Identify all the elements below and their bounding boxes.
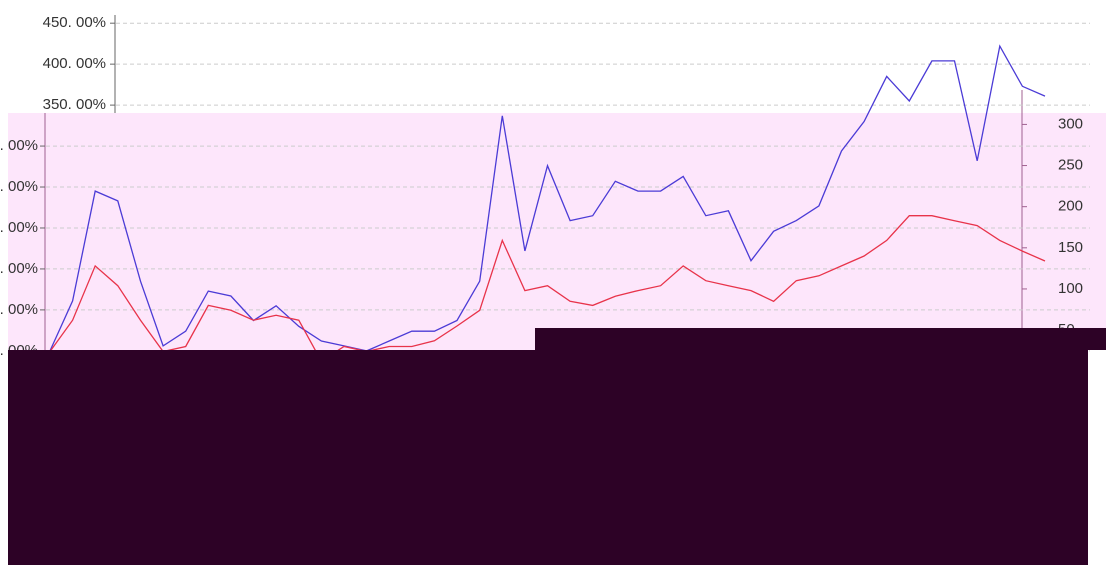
y2-tick-label: 200 <box>1058 198 1083 215</box>
chart: 50. 00%100. 00%150. 00%200. 00%250. 00%3… <box>0 0 1106 568</box>
y-tick-label: 200. 00% <box>0 219 38 236</box>
y-tick-label: 300. 00% <box>0 137 38 154</box>
y2-tick-label: 150 <box>1058 239 1083 256</box>
y-tick-label: 150. 00% <box>0 260 38 277</box>
y-tick-label: 450. 00% <box>43 14 106 31</box>
panel-background <box>8 113 1106 350</box>
y-tick-label: 350. 00% <box>43 96 106 113</box>
glitch-block <box>535 328 1106 350</box>
y2-tick-label: 300 <box>1058 115 1083 132</box>
y-tick-label: 400. 00% <box>43 55 106 72</box>
glitch-block <box>8 350 1088 565</box>
y-tick-label: 250. 00% <box>0 178 38 195</box>
y2-tick-label: 100 <box>1058 280 1083 297</box>
y-tick-label: 100. 00% <box>0 301 38 318</box>
y2-tick-label: 250 <box>1058 157 1083 174</box>
